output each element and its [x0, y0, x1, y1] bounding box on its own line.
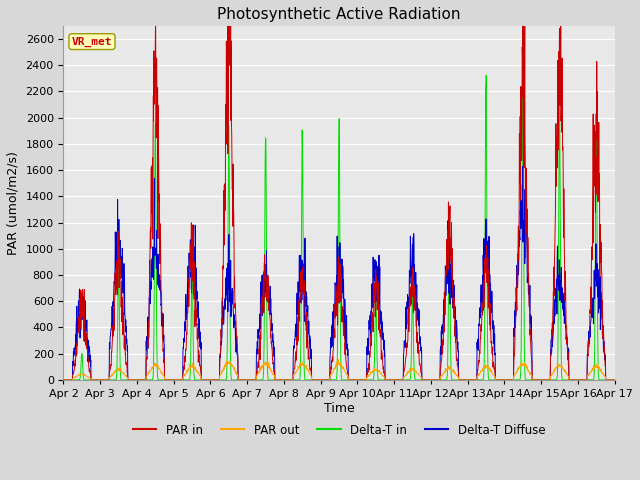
- Legend: PAR in, PAR out, Delta-T in, Delta-T Diffuse: PAR in, PAR out, Delta-T in, Delta-T Dif…: [128, 419, 550, 441]
- Text: VR_met: VR_met: [72, 36, 112, 47]
- Title: Photosynthetic Active Radiation: Photosynthetic Active Radiation: [218, 7, 461, 22]
- X-axis label: Time: Time: [324, 402, 355, 415]
- Y-axis label: PAR (umol/m2/s): PAR (umol/m2/s): [7, 151, 20, 255]
